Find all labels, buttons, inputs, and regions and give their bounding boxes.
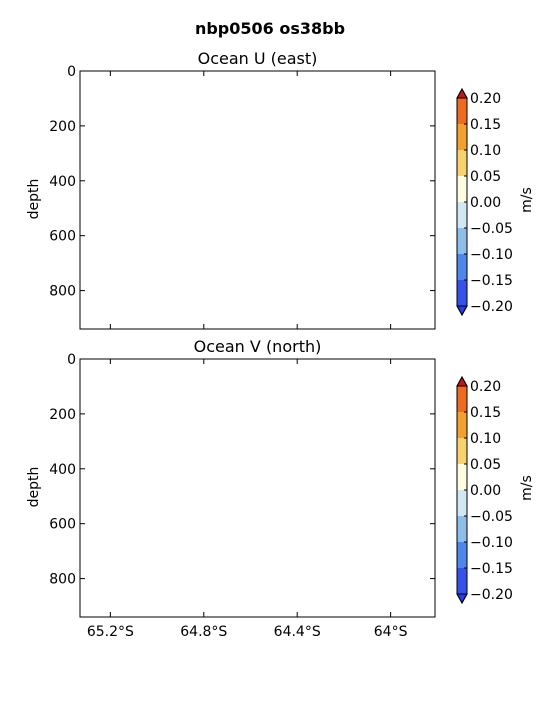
colorbar-segment-v — [457, 490, 467, 516]
colorbar-extend-low-u — [456, 305, 468, 317]
colorbar-tick-label-v: −0.20 — [470, 587, 513, 603]
colorbar-tick-label-u: 0.20 — [470, 91, 501, 107]
colorbar-segment-u — [457, 176, 467, 202]
y-tick-label-v: 600 — [49, 517, 76, 533]
colorbar-tick-label-v: −0.15 — [470, 561, 513, 577]
x-tick-label-v: 64.4°S — [274, 624, 321, 640]
y-tick-label-v: 400 — [49, 462, 76, 478]
y-tick-label-u: 800 — [49, 284, 76, 300]
colorbar-tick-label-u: 0.15 — [470, 117, 501, 133]
colorbar-segment-v — [457, 464, 467, 490]
x-tick-label-v: 65.2°S — [87, 624, 134, 640]
colorbar-tick-label-u: −0.10 — [470, 247, 513, 263]
colorbar-tick-label-u: −0.05 — [470, 221, 513, 237]
colorbar-segment-u — [457, 150, 467, 176]
colorbar-tick-label-v: 0.10 — [470, 431, 501, 447]
figure-title: nbp0506 os38bb — [194, 19, 346, 38]
colorbar-tick-label-u: 0.10 — [470, 143, 501, 159]
colorbar-segment-u — [457, 124, 467, 150]
colorbar-tick-label-u: −0.15 — [470, 273, 513, 289]
colorbar-segment-v — [457, 568, 467, 594]
y-tick-label-v: 800 — [49, 572, 76, 588]
colorbar-extend-high-v — [456, 375, 468, 387]
colorbar-tick-label-v: 0.20 — [470, 379, 501, 395]
colorbar-segment-v — [457, 412, 467, 438]
y-tick-label-v: 0 — [67, 352, 76, 368]
plot-area-v — [79, 358, 436, 618]
x-tick-label-v: 64.8°S — [180, 624, 227, 640]
colorbar-tick-label-u: 0.05 — [470, 169, 501, 185]
colorbar-tick-label-v: 0.00 — [470, 483, 501, 499]
colorbar-segment-u — [457, 98, 467, 124]
colorbar-tick-label-v: 0.15 — [470, 405, 501, 421]
plot-area-u — [79, 70, 436, 330]
colorbar-tick-label-u: −0.20 — [470, 299, 513, 315]
y-tick-label-u: 0 — [67, 64, 76, 80]
colorbar-segment-v — [457, 438, 467, 464]
colorbar-segment-u — [457, 280, 467, 306]
x-tick-label-v: 64°S — [374, 624, 408, 640]
panel-title-v: Ocean V (north) — [193, 337, 322, 356]
y-tick-label-u: 600 — [49, 229, 76, 245]
colorbar-segment-v — [457, 542, 467, 568]
colorbar-segment-v — [457, 386, 467, 412]
y-tick-label-u: 400 — [49, 174, 76, 190]
colorbar-tick-label-v: −0.05 — [470, 509, 513, 525]
colorbar-segment-u — [457, 228, 467, 254]
colorbar-segment-u — [457, 254, 467, 280]
colorbar-extend-high-u — [456, 87, 468, 99]
colorbar-segment-u — [457, 202, 467, 228]
colorbar-segment-v — [457, 516, 467, 542]
y-tick-label-v: 200 — [49, 407, 76, 423]
colorbar-extend-low-v — [456, 593, 468, 605]
colorbar-tick-label-v: 0.05 — [470, 457, 501, 473]
panel-title-u: Ocean U (east) — [197, 49, 318, 68]
y-tick-label-u: 200 — [49, 119, 76, 135]
colorbar-tick-label-u: 0.00 — [470, 195, 501, 211]
colorbar-tick-label-v: −0.10 — [470, 535, 513, 551]
